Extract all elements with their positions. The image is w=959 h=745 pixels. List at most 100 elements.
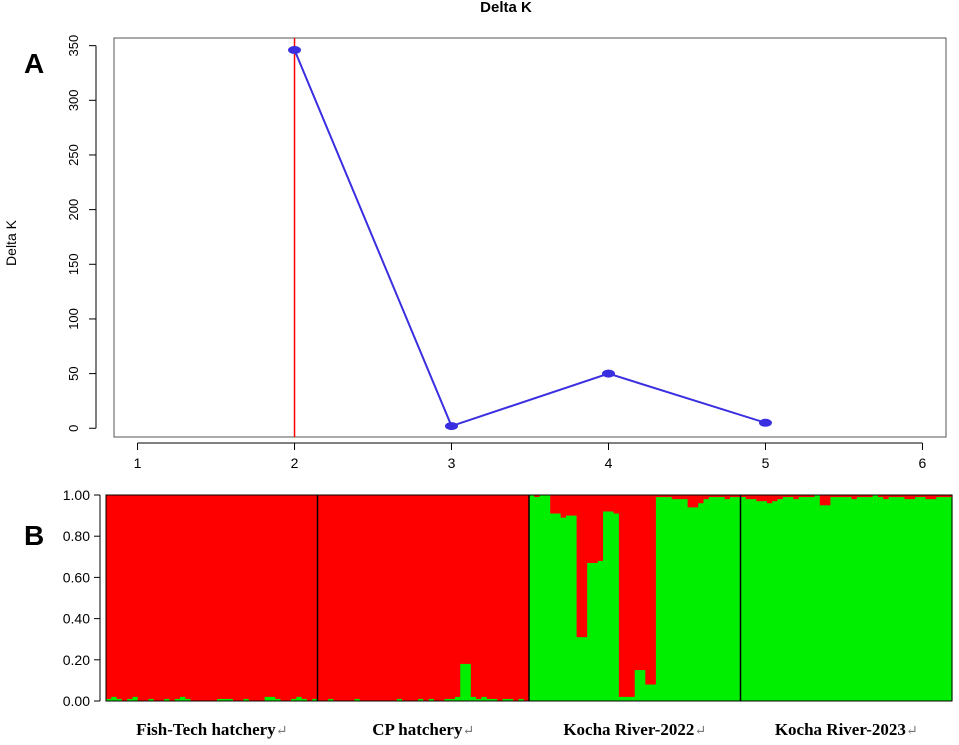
panel-b-bar-cluster1 [640,495,646,671]
panel-b-bar-cluster2 [925,499,932,701]
panel-b-bar-cluster1 [396,495,403,700]
panel-b-group-labels: Fish-Tech hatchery↵ CP hatchery↵ Kocha Riv… [136,720,918,739]
panel-b-y-tick-label: 1.00 [63,487,90,503]
panel-b-group-label: CP hatchery↵ [372,720,474,739]
panel-b-bar-cluster1 [576,495,583,638]
panel-b-y-tick-label: 0.00 [63,693,90,709]
panel-b-bar-cluster1 [893,495,900,498]
panel-b-bar-cluster2 [872,495,879,701]
panel-b-bar-cluster1 [174,495,181,700]
panel-b-bar-cluster2 [185,698,192,701]
panel-b-bar-cluster2 [603,511,609,701]
panel-a-y-tick-label: 200 [66,199,81,221]
panel-a-x-tick-label: 6 [919,455,927,471]
panel-b-bar-cluster1 [248,495,255,702]
panel-a-x-tick-label: 1 [134,455,142,471]
panel-b-bar-cluster2 [655,497,662,701]
panel-b-bar-cluster2 [539,495,546,701]
panel-b-bar-cluster1 [201,495,208,702]
panel-b-bar-cluster1 [803,495,810,498]
panel-b-bar-cluster2 [671,499,678,701]
panel-b-bar-cluster1 [825,495,831,506]
panel-b-y-tick-label: 0.60 [63,569,90,585]
panel-b-bar-cluster2 [877,497,884,701]
panel-b-bar-cluster1 [275,495,282,700]
panel-b-bar-cluster1 [317,495,324,702]
panel-b-bar-cluster1 [819,495,826,506]
panel-b-bar-cluster1 [756,495,763,502]
panel-b-bar-cluster2 [719,497,726,701]
panel-a-point-k5 [758,418,772,427]
panel-b-bar-cluster1 [862,495,868,498]
panel-b-bar-cluster2 [703,499,710,701]
panel-b-bar-cluster2 [222,698,229,701]
panel-a-y-tick-label: 250 [66,144,81,166]
panel-b-bar-cluster1 [830,495,837,498]
panel-a-y-tick-label: 50 [66,366,81,380]
panel-b-bar-cluster2 [328,698,334,701]
panel-b-bar-cluster2 [735,497,742,701]
panel-b-bar-cluster2 [629,696,636,701]
panel-b-bar-cluster1 [502,495,509,700]
panel-b-bar-cluster2 [687,507,694,701]
panel-b-bar-cluster2 [830,497,837,701]
panel-b-bar-cluster1 [777,495,784,500]
panel-b-bar-cluster1 [851,495,858,500]
panel-b-bar-cluster1 [254,495,260,702]
panel-b-bar-cluster2 [164,698,171,701]
panel-b-bar-cluster2 [941,497,948,701]
panel-b-bar-cluster2 [856,497,863,701]
panel-b-bar-cluster2 [803,497,810,701]
panel-b-group-name: Kocha River-2023 [775,720,906,739]
panel-b-bar-cluster2 [243,698,250,701]
panel-b-bar-cluster1 [428,495,435,700]
panel-a-x-tick-label: 3 [448,455,456,471]
panel-b-bar-cluster1 [523,495,530,702]
panel-b-bar-cluster1 [180,495,186,698]
panel-b-bar-cluster1 [856,495,863,498]
panel-b-bar-cluster2 [883,499,890,701]
panel-b-bar-cluster1 [264,495,271,698]
panel-b-y-tick-label: 0.40 [63,611,90,627]
panel-b-bar-cluster2 [914,497,921,701]
panel-b-bar-cluster2 [301,698,308,701]
panel-b-bar-cluster1 [375,495,382,702]
panel-b-bar-cluster1 [666,495,673,498]
panel-a-y-tick-label: 150 [66,253,81,275]
panel-b-bar-cluster2 [798,497,805,701]
panel-b-bar-cluster1 [349,495,356,702]
panel-b-bar-cluster1 [941,495,948,498]
panel-b-bar-cluster1 [481,495,488,698]
panel-b-bar-cluster1 [703,495,710,500]
panel-b-bar-cluster1 [634,495,641,671]
panel-b-bar-cluster2 [840,497,847,701]
panel-b-bar-cluster2 [851,499,858,701]
panel-b-bar-cluster2 [761,501,768,701]
return-arrow-icon: ↵ [694,724,706,739]
panel-b-bar-cluster2 [920,497,927,701]
panel-a-points [288,46,772,431]
panel-b-bar-cluster1 [618,495,625,698]
panel-b-bar-cluster1 [185,495,192,700]
panel-b-bar-cluster1 [904,495,911,500]
panel-b-bar-cluster2 [396,698,403,701]
panel-b-bar-cluster1 [840,495,847,498]
panel-b-bar-cluster2 [269,696,276,701]
panel-b-bar-cluster1 [491,495,498,700]
panel-b-bar-cluster1 [312,495,319,700]
panel-b-bar-cluster2 [417,698,424,701]
panel-b-bar-cluster1 [782,495,789,498]
panel-b-bar-cluster2 [507,698,514,701]
panel-b-bar-cluster2 [835,497,842,701]
panel-b-letter: B [24,520,44,551]
panel-b-bar-cluster1 [507,495,514,700]
panel-b-bar-cluster1 [370,495,377,702]
panel-b-bar-cluster2 [634,670,641,701]
panel-b-bar-cluster1 [238,495,245,702]
panel-b-bar-cluster2 [608,511,615,701]
panel-b-bar-cluster1 [217,495,223,700]
panel-b-bar-cluster1 [454,495,461,698]
panel-b-bar-cluster1 [745,495,752,500]
panel-b-bar-cluster1 [624,495,631,698]
